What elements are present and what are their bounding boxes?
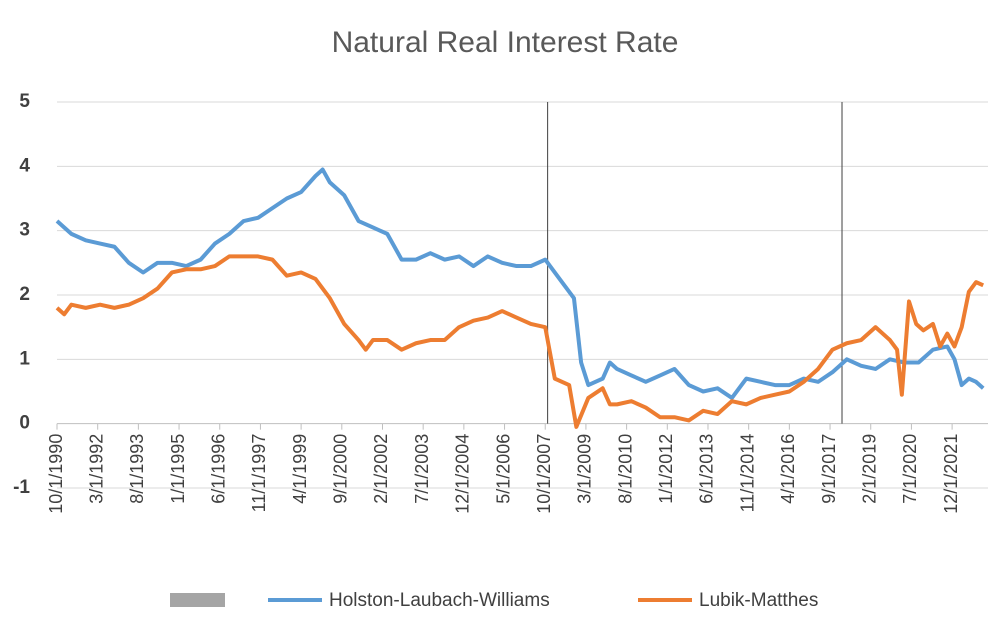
x-tick-label: 7/1/2003 [412,434,432,504]
x-tick-label: 12/1/2004 [453,434,473,514]
x-tick-label: 2/1/2019 [859,434,879,504]
x-tick-label: 6/1/2013 [697,434,717,504]
x-tick-label: 1/1/1995 [168,434,188,504]
x-tick-label: 2/1/2002 [371,434,391,504]
y-tick-label: 4 [19,155,30,176]
x-tick-label: 11/1/2014 [737,434,757,513]
x-tick-label: 11/1/1997 [249,434,269,513]
x-tick-label: 1/1/2012 [656,434,676,504]
x-tick-label: 9/1/2017 [819,434,839,504]
y-tick-label: 2 [19,284,30,305]
y-tick-label: -1 [13,477,30,498]
x-tick-label: 6/1/1996 [208,434,228,504]
x-tick-label: 10/1/1990 [46,434,66,514]
x-tick-label: 7/1/2020 [900,434,920,504]
series-line [55,167,985,400]
x-tick-label: 12/1/2021 [941,434,961,514]
y-tick-label: 1 [19,348,30,369]
legend-label: Lubik-Matthes [699,590,818,611]
y-tick-label: 3 [19,220,30,241]
y-tick-label: 0 [19,413,30,434]
x-tick-label: 3/1/2009 [575,434,595,504]
x-tick-label: 10/1/2007 [534,434,554,514]
x-tick-label: 9/1/2000 [331,434,351,504]
x-tick-label: 4/1/1999 [290,434,310,504]
x-tick-label: 4/1/2016 [778,434,798,504]
y-tick-label: 5 [19,91,30,112]
x-tick-label: 8/1/2010 [615,434,635,504]
x-tick-label: 5/1/2006 [493,434,513,504]
chart-title: Natural Real Interest Rate [332,26,679,59]
legend-label: Holston-Laubach-Williams [329,590,550,611]
x-tick-label: 3/1/1992 [86,434,106,504]
legend-swatch [170,593,225,607]
x-tick-label: 8/1/1993 [127,434,147,504]
series-line [55,254,985,429]
